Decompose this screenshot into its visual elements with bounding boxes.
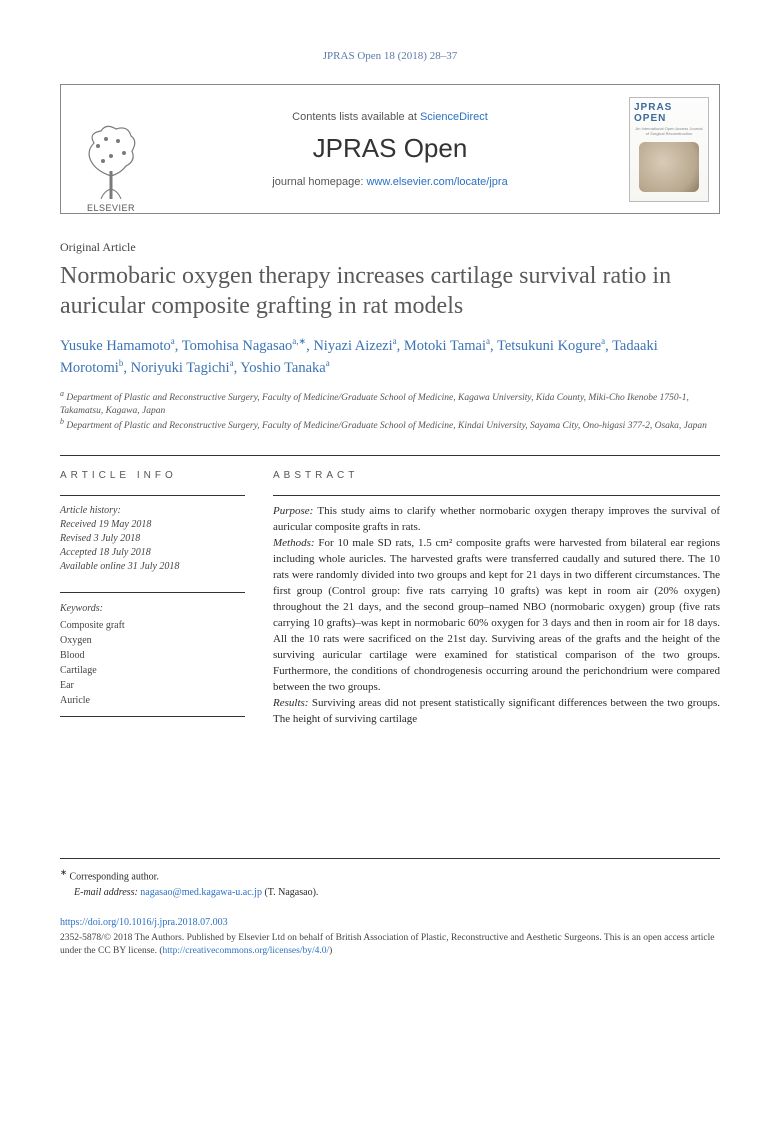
footnote-block: ∗ Corresponding author. E-mail address: … <box>60 858 720 958</box>
abstract-purpose-label: Purpose: <box>273 505 313 517</box>
author-affil-marker: a <box>393 336 397 346</box>
abstract-results: Surviving areas did not present statisti… <box>273 697 720 725</box>
keywords-list: Composite graftOxygenBloodCartilageEarAu… <box>60 618 245 708</box>
running-head: JPRAS Open 18 (2018) 28–37 <box>60 50 720 62</box>
keyword: Ear <box>60 678 245 693</box>
cover-title: JPRAS OPEN <box>634 102 704 124</box>
abstract-body: Purpose: This study aims to clarify whet… <box>273 495 720 727</box>
journal-header-box: ELSEVIER Contents lists available at Sci… <box>60 84 720 214</box>
affiliation-b: b Department of Plastic and Reconstructi… <box>60 417 720 433</box>
author: Niyazi Aizezi <box>313 338 392 354</box>
article-type: Original Article <box>60 240 720 255</box>
email-label: E-mail address: <box>74 887 138 898</box>
copyright-end: ) <box>329 946 332 956</box>
corresponding-email-line: E-mail address: nagasao@med.kagawa-u.ac.… <box>60 886 720 900</box>
abstract-results-label: Results: <box>273 697 308 709</box>
author: Tetsukuni Kogure <box>497 338 601 354</box>
sciencedirect-link[interactable]: ScienceDirect <box>420 111 488 123</box>
abstract-purpose: This study aims to clarify whether normo… <box>273 505 720 533</box>
copyright-line: 2352-5878/© 2018 The Authors. Published … <box>60 932 720 958</box>
journal-header-center: Contents lists available at ScienceDirec… <box>161 85 619 213</box>
keyword: Composite graft <box>60 618 245 633</box>
abstract-heading: abstract <box>273 470 720 481</box>
author-affil-marker: a,∗ <box>292 336 306 346</box>
journal-cover: JPRAS OPEN An International Open Access … <box>629 97 709 202</box>
journal-cover-block: JPRAS OPEN An International Open Access … <box>619 85 719 213</box>
keywords-label: Keywords: <box>60 601 245 616</box>
article-title: Normobaric oxygen therapy increases cart… <box>60 261 720 321</box>
corr-text: Corresponding author. <box>69 871 158 882</box>
journal-homepage-line: journal homepage: www.elsevier.com/locat… <box>272 176 507 188</box>
keyword: Blood <box>60 648 245 663</box>
cover-thumbnail-icon <box>639 142 699 192</box>
author-affil-marker: a <box>230 358 234 368</box>
journal-homepage-link[interactable]: www.elsevier.com/locate/jpra <box>366 176 507 188</box>
abstract-methods: For 10 male SD rats, 1.5 cm² composite g… <box>273 537 720 692</box>
history-online: Available online 31 July 2018 <box>60 560 245 574</box>
copyright-text: 2352-5878/© 2018 The Authors. Published … <box>60 933 714 956</box>
author-affil-marker: a <box>486 336 490 346</box>
affiliation-a-text: Department of Plastic and Reconstructive… <box>60 393 689 416</box>
author: Tomohisa Nagasao <box>182 338 293 354</box>
keyword: Auricle <box>60 693 245 708</box>
contents-text: Contents lists available at <box>292 111 420 123</box>
keywords-block: Keywords: Composite graftOxygenBloodCart… <box>60 592 245 717</box>
article-info-heading: article info <box>60 470 245 481</box>
doi-link[interactable]: https://doi.org/10.1016/j.jpra.2018.07.0… <box>60 916 720 930</box>
author-list: Yusuke Hamamotoa, Tomohisa Nagasaoa,∗, N… <box>60 335 720 379</box>
author-affil-marker: a <box>171 336 175 346</box>
article-history: Article history: Received 19 May 2018 Re… <box>60 495 245 574</box>
author: Noriyuki Tagichi <box>131 360 230 376</box>
journal-name: JPRAS Open <box>313 133 468 164</box>
publisher-logo-block: ELSEVIER <box>61 85 161 213</box>
keyword: Cartilage <box>60 663 245 678</box>
history-received: Received 19 May 2018 <box>60 518 245 532</box>
author-affil-marker: a <box>326 358 330 368</box>
publisher-name: ELSEVIER <box>87 203 135 213</box>
abstract-methods-label: Methods: <box>273 537 315 549</box>
article-info-column: article info Article history: Received 1… <box>60 470 245 727</box>
affiliation-b-text: Department of Plastic and Reconstructive… <box>66 422 707 432</box>
keyword: Oxygen <box>60 633 245 648</box>
cc-license-link[interactable]: http://creativecommons.org/licenses/by/4… <box>163 946 330 956</box>
abstract-column: abstract Purpose: This study aims to cla… <box>273 470 720 727</box>
cover-subtitle: An International Open Access Journal of … <box>634 126 704 136</box>
affiliations: a Department of Plastic and Reconstructi… <box>60 389 720 434</box>
history-revised: Revised 3 July 2018 <box>60 532 245 546</box>
author: Yoshio Tanaka <box>240 360 325 376</box>
history-accepted: Accepted 18 July 2018 <box>60 546 245 560</box>
email-person: (T. Nagasao). <box>264 887 318 898</box>
author: Yusuke Hamamoto <box>60 338 171 354</box>
contents-available-line: Contents lists available at ScienceDirec… <box>292 111 488 123</box>
corr-marker: ∗ <box>60 868 67 877</box>
affiliation-a: a Department of Plastic and Reconstructi… <box>60 389 720 418</box>
author-affil-marker: b <box>119 358 124 368</box>
corresponding-email-link[interactable]: nagasao@med.kagawa-u.ac.jp <box>140 887 262 898</box>
elsevier-tree-icon <box>76 121 146 201</box>
homepage-label: journal homepage: <box>272 176 366 188</box>
author: Motoki Tamai <box>404 338 486 354</box>
author-affil-marker: a <box>601 336 605 346</box>
corresponding-author-note: ∗ Corresponding author. <box>60 867 720 884</box>
history-label: Article history: <box>60 504 245 518</box>
